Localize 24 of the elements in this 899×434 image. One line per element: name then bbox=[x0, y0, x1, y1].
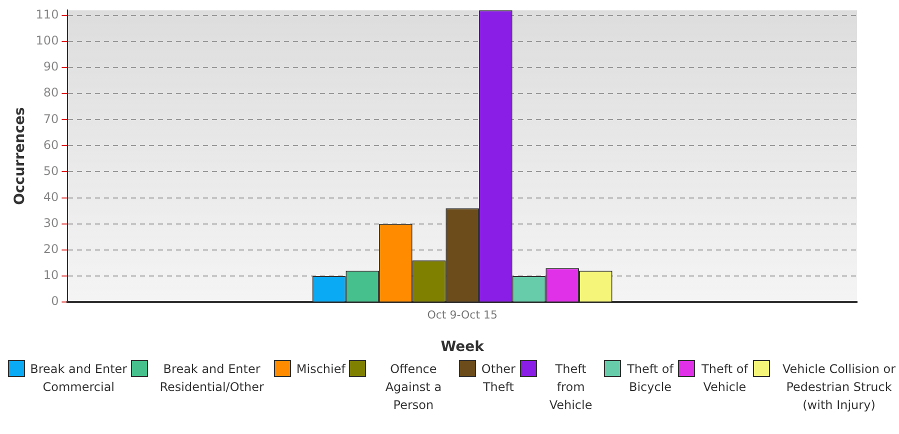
y-axis-title: Occurrences bbox=[12, 107, 28, 206]
legend-label: Mischief bbox=[296, 361, 346, 378]
y-tick-label: 30 bbox=[43, 216, 59, 230]
y-tick-label: 20 bbox=[43, 242, 59, 256]
legend-label: Break and Enter Residential/Other bbox=[158, 361, 265, 396]
x-tick-label: Oct 9-Oct 15 bbox=[427, 308, 498, 322]
legend-label: Break and Enter Commercial bbox=[30, 361, 128, 396]
y-tick-label: 0 bbox=[51, 294, 59, 308]
legend-label: Vehicle Collision or Pedestrian Struck (with Injury) bbox=[781, 361, 897, 414]
y-tick-label: 80 bbox=[43, 86, 59, 100]
legend-label: Theft from Vehicle bbox=[548, 361, 594, 414]
y-tick-label: 10 bbox=[43, 268, 59, 282]
y-tick-label: 110 bbox=[36, 8, 59, 22]
legend-label: Theft of Bicycle bbox=[626, 361, 674, 396]
y-tick-label: 40 bbox=[43, 190, 59, 204]
legend-label: Offence Against a Person bbox=[384, 361, 443, 414]
y-tick-label: 100 bbox=[36, 34, 59, 48]
y-tick-label: 70 bbox=[43, 112, 59, 126]
legend-label: Theft of Vehicle bbox=[700, 361, 750, 396]
y-tick-label: 90 bbox=[43, 60, 59, 74]
y-tick-label: 50 bbox=[43, 164, 59, 178]
x-axis-title: Week bbox=[440, 339, 485, 356]
legend-label: Other Theft bbox=[481, 361, 516, 396]
y-tick-label: 60 bbox=[43, 138, 59, 152]
